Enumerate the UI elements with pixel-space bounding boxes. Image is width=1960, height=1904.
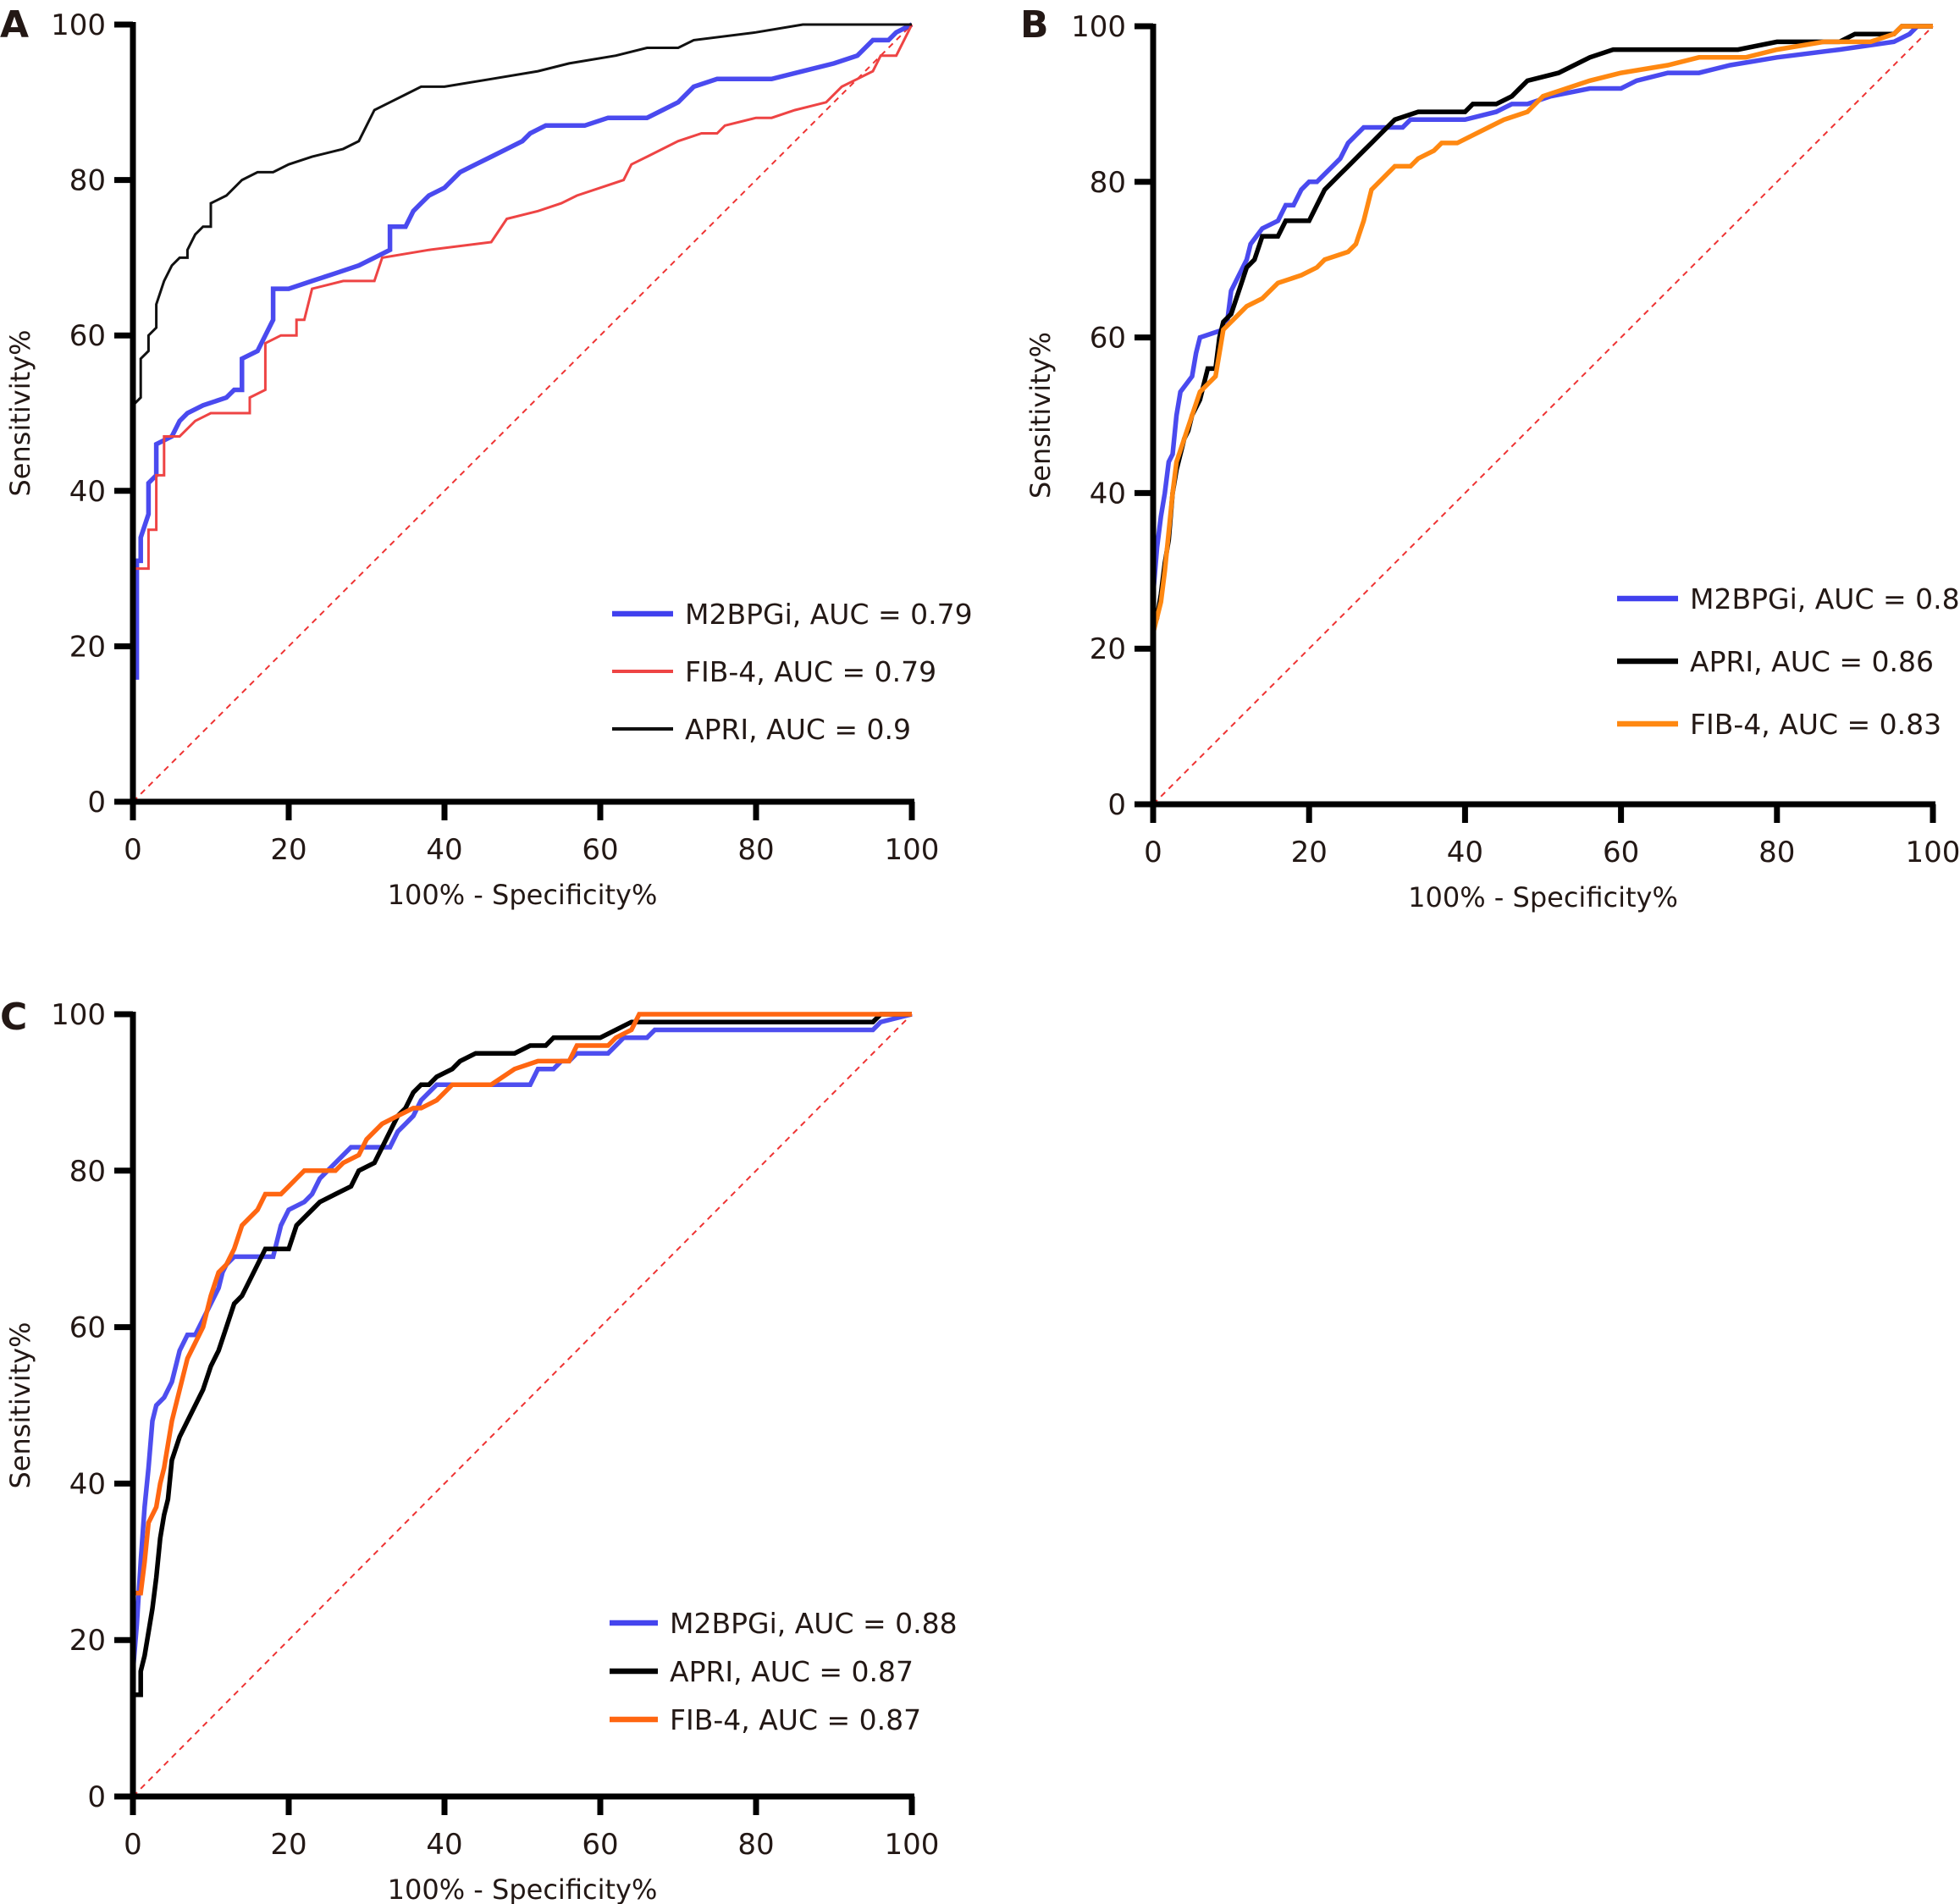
legend-label: M2BPGi, AUC = 0.88 <box>670 1607 958 1640</box>
y-tick-label: 100 <box>51 998 106 1032</box>
legend-label: M2BPGi, AUC = 0.79 <box>685 598 973 631</box>
x-tick-label: 0 <box>1144 836 1162 869</box>
x-tick-label: 60 <box>582 1828 618 1862</box>
x-tick-label: 40 <box>426 833 462 867</box>
panel-label: B <box>1020 3 1049 47</box>
legend: M2BPGi, AUC = 0.86 APRI, AUC = 0.86 FIB-4,… <box>1617 582 1960 741</box>
legend-label: APRI, AUC = 0.9 <box>685 713 911 746</box>
series-line-apri <box>131 23 912 802</box>
x-tick-label: 100 <box>885 833 940 867</box>
y-tick-label: 20 <box>69 1624 106 1658</box>
x-tick-label: 80 <box>737 833 774 867</box>
y-tick-label: 0 <box>87 1780 106 1814</box>
x-tick-label: 0 <box>124 833 142 867</box>
legend-label: APRI, AUC = 0.86 <box>1690 645 1934 678</box>
x-tick-label: 20 <box>270 833 306 867</box>
y-tick-label: 0 <box>1107 788 1126 822</box>
reference-line <box>132 24 913 803</box>
legend-label: FIB-4, AUC = 0.79 <box>685 655 936 688</box>
x-tick-label: 80 <box>1758 836 1795 869</box>
series-line-m2bpgi <box>1151 24 1933 804</box>
reference-line <box>132 1013 913 1797</box>
y-tick-label: 0 <box>87 786 106 820</box>
x-tick-label: 100 <box>885 1828 940 1862</box>
y-tick-label: 100 <box>1071 10 1126 44</box>
x-tick-label: 40 <box>1447 836 1483 869</box>
x-axis-title: 100% - Specificity% <box>388 879 658 911</box>
panel-c: C 0 20 40 60 80 100 0 20 40 60 80 100 100% - Specific… <box>0 996 958 1904</box>
x-axis-title: 100% - Specificity% <box>388 1874 658 1904</box>
legend-label: APRI, AUC = 0.87 <box>670 1655 914 1688</box>
series-line-fib-4 <box>130 1012 912 1796</box>
legend: M2BPGi, AUC = 0.88 APRI, AUC = 0.87 FIB-4,… <box>610 1607 958 1736</box>
x-tick-label: 80 <box>737 1828 774 1862</box>
y-axis-title: Sensitivity% <box>1024 332 1057 499</box>
y-tick-label: 40 <box>1090 477 1126 510</box>
y-tick-label: 80 <box>69 164 106 198</box>
series-line-fib-4 <box>131 24 914 802</box>
x-tick-label: 60 <box>1603 836 1639 869</box>
y-tick-label: 60 <box>69 319 106 353</box>
y-tick-label: 80 <box>69 1155 106 1189</box>
y-axis-title: Sensitivity% <box>4 1322 36 1489</box>
panel-a: A 0 20 40 60 80 100 0 20 40 60 80 100 100% - Specific… <box>0 3 973 911</box>
panel-label: A <box>0 3 29 47</box>
x-tick-label: 20 <box>1291 836 1328 869</box>
reference-line <box>1152 25 1934 805</box>
y-axis-title: Sensitivity% <box>4 330 36 497</box>
y-tick-label: 80 <box>1090 166 1126 200</box>
y-tick-label: 20 <box>69 630 106 664</box>
legend-label: FIB-4, AUC = 0.83 <box>1690 708 1941 741</box>
y-tick-label: 20 <box>1090 632 1126 666</box>
series-line-fib-4 <box>1151 24 1933 804</box>
y-tick-label: 60 <box>69 1311 106 1345</box>
x-tick-label: 60 <box>582 833 618 867</box>
legend-label: M2BPGi, AUC = 0.86 <box>1690 582 1960 615</box>
panel-b: B 0 20 40 60 80 100 0 20 40 60 80 100 100% - Specific… <box>1020 3 1960 913</box>
x-tick-label: 20 <box>270 1828 306 1862</box>
panel-label: C <box>0 996 27 1039</box>
legend: M2BPGi, AUC = 0.79 FIB-4, AUC = 0.79 APRI,… <box>612 598 973 746</box>
y-tick-label: 40 <box>69 475 106 509</box>
series-line-apri <box>130 1012 912 1796</box>
x-tick-label: 0 <box>124 1828 142 1862</box>
x-tick-label: 100 <box>1906 836 1960 869</box>
y-tick-label: 100 <box>51 8 106 42</box>
y-tick-label: 60 <box>1090 322 1126 356</box>
x-axis-title: 100% - Specificity% <box>1408 881 1678 913</box>
legend-label: FIB-4, AUC = 0.87 <box>670 1703 921 1736</box>
x-tick-label: 40 <box>426 1828 462 1862</box>
y-tick-label: 40 <box>69 1467 106 1501</box>
